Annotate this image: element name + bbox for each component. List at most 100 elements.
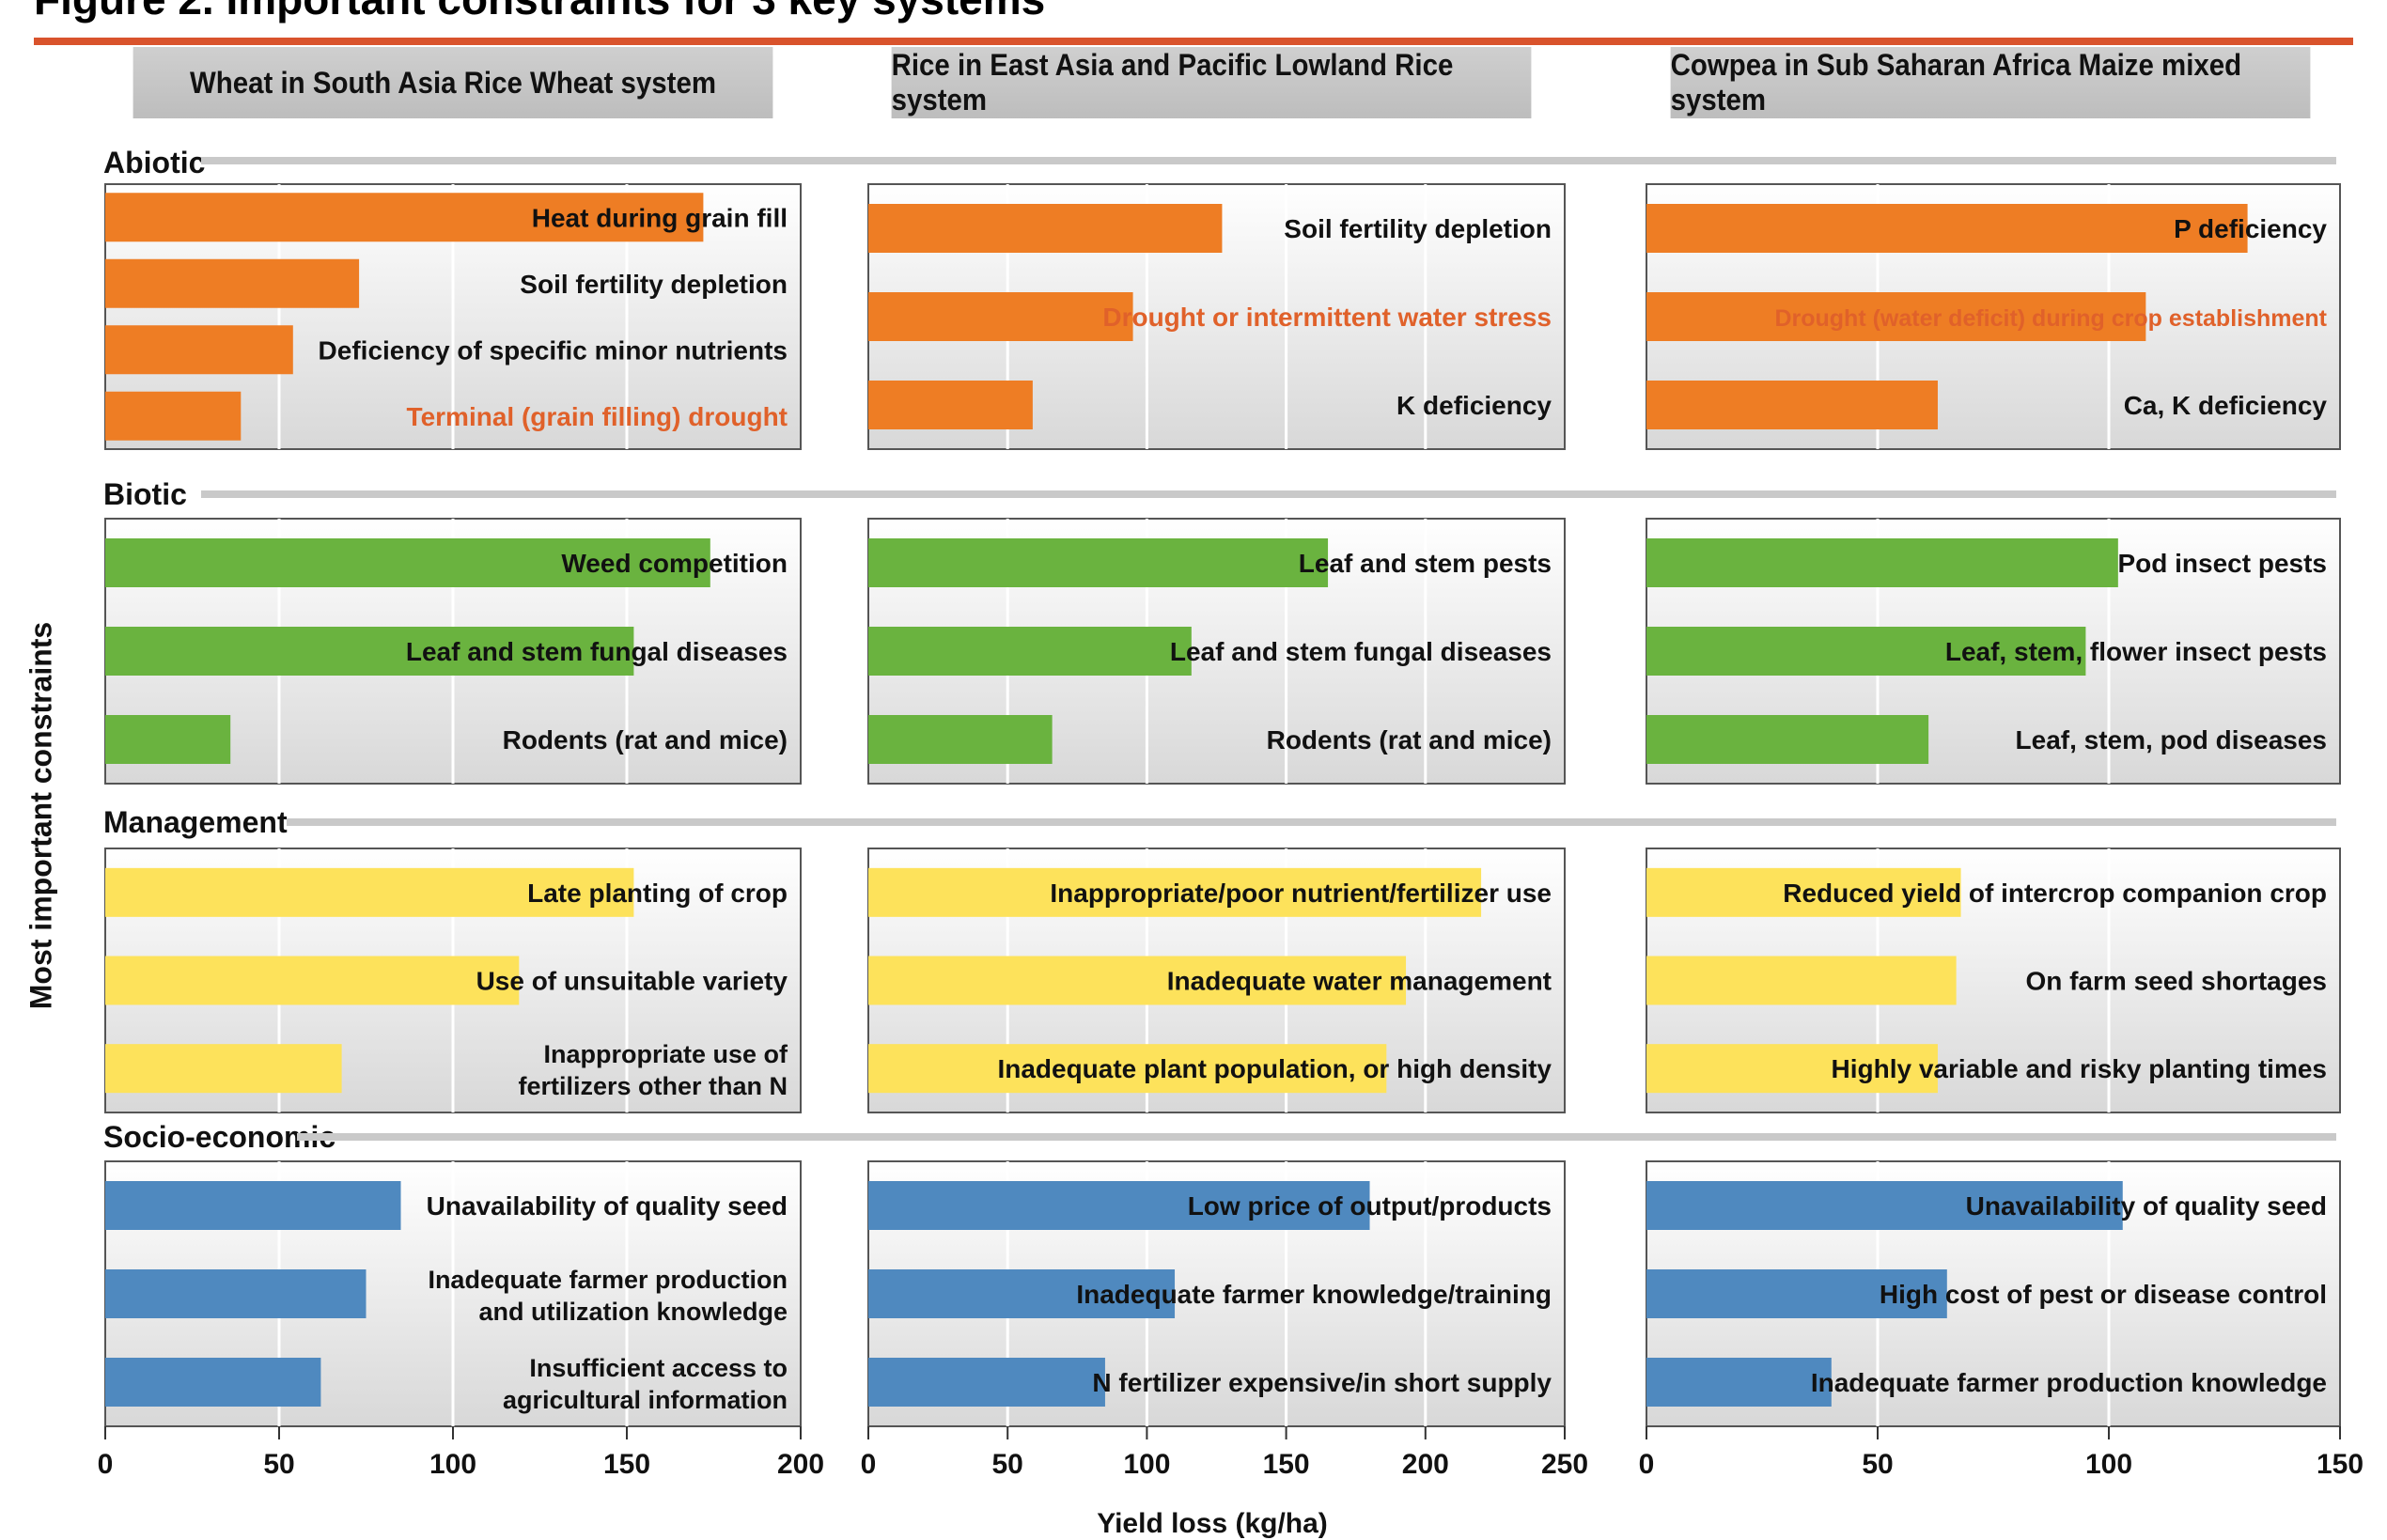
bar-label: Inadequate water management — [1167, 967, 1552, 996]
panel-frame — [104, 183, 802, 450]
bar-label: Highly variable and risky planting times — [1832, 1054, 2328, 1083]
x-tick-label: 100 — [2085, 1449, 2132, 1480]
bar-label: Deficiency of specific minor nutrients — [319, 335, 788, 365]
bar-rice-management-3 — [868, 1044, 1387, 1094]
section-rule-biotic — [201, 490, 2336, 498]
bar-wheat-socio-2 — [105, 1269, 367, 1318]
bar-cowpea-management-3 — [1646, 1044, 1938, 1094]
bar-wheat-management-2 — [105, 956, 520, 1005]
bar-wheat-socio-1 — [105, 1181, 401, 1230]
bar-cowpea-biotic-2 — [1646, 627, 2086, 676]
bar-label: Inappropriate use of — [543, 1040, 788, 1068]
x-axis-label: Yield loss (kg/ha) — [1097, 1508, 1328, 1539]
bar-wheat-management-3 — [105, 1044, 342, 1094]
bar-label: fertilizers other than N — [518, 1072, 788, 1100]
section-rule-management — [287, 818, 2336, 826]
bar-label: Leaf, stem, pod diseases — [2016, 725, 2327, 754]
bar-label: Use of unsuitable variety — [476, 967, 788, 996]
bar-label: Inappropriate/poor nutrient/fertilizer u… — [1050, 879, 1552, 908]
bar-rice-biotic-2 — [868, 627, 1192, 676]
bar-label: P deficiency — [2174, 214, 2327, 243]
bar-label: Weed competition — [561, 549, 788, 578]
bar-label: On farm seed shortages — [2025, 967, 2327, 996]
section-rule-socio-economic — [297, 1133, 2336, 1141]
bar-rice-abiotic-3 — [868, 381, 1033, 429]
bar-cowpea-biotic-1 — [1646, 538, 2118, 587]
panel-frame — [1646, 518, 2341, 785]
y-axis-label: Most important constraints — [23, 621, 58, 1010]
bar-label: K deficiency — [1396, 391, 1552, 420]
x-tick-label: 50 — [992, 1449, 1023, 1480]
panel-frame — [867, 1160, 1566, 1427]
bar-cowpea-socio-2 — [1646, 1269, 1947, 1318]
bar-cowpea-abiotic-2 — [1646, 292, 2146, 341]
x-tick-label: 150 — [603, 1449, 650, 1480]
panel-title-cowpea: Cowpea in Sub Saharan Africa Maize mixed… — [1670, 47, 2311, 118]
x-tick-label: 50 — [1862, 1449, 1893, 1480]
bar-label: Soil fertility depletion — [1284, 214, 1552, 243]
bar-cowpea-socio-3 — [1646, 1358, 1832, 1407]
panel-frame — [867, 183, 1566, 450]
bar-rice-socio-3 — [868, 1358, 1105, 1407]
panel-frame — [1646, 848, 2341, 1113]
bar-label: Reduced yield of intercrop companion cro… — [1783, 879, 2327, 908]
bar-wheat-abiotic-4 — [105, 391, 242, 441]
bar-rice-management-2 — [868, 956, 1407, 1005]
bar-wheat-management-1 — [105, 867, 634, 917]
bar-label: Leaf and stem pests — [1299, 549, 1552, 578]
figure-title: Figure 2. Important constraints for 3 ke… — [34, 0, 1045, 24]
x-tick-label: 150 — [1263, 1449, 1310, 1480]
bar-label: Heat during grain fill — [532, 203, 788, 232]
bar-label: Pod insect pests — [2117, 549, 2327, 578]
panel-frame — [867, 848, 1566, 1113]
bar-label: N fertilizer expensive/in short supply — [1092, 1368, 1552, 1397]
bar-rice-abiotic-1 — [868, 204, 1223, 253]
x-tick-label: 150 — [2317, 1449, 2364, 1480]
bar-label: Drought (water deficit) during crop esta… — [1774, 305, 2327, 332]
bar-rice-socio-2 — [868, 1269, 1176, 1318]
bar-wheat-biotic-1 — [105, 538, 710, 587]
x-tick-label: 50 — [263, 1449, 294, 1480]
bar-rice-socio-1 — [868, 1181, 1370, 1230]
x-tick-label: 250 — [1541, 1449, 1588, 1480]
bar-label: Leaf, stem, flower insect pests — [1945, 637, 2327, 666]
bar-wheat-abiotic-3 — [105, 325, 293, 375]
bar-label: Inadequate farmer knowledge/training — [1076, 1280, 1552, 1309]
bar-label: and utilization knowledge — [478, 1298, 788, 1326]
section-label-biotic: Biotic — [103, 477, 187, 511]
x-tick-label: 200 — [777, 1449, 824, 1480]
x-tick-label: 0 — [98, 1449, 114, 1480]
section-label-socio-economic: Socio-economic — [103, 1120, 336, 1154]
section-rule-abiotic — [201, 157, 2336, 164]
bar-label: agricultural information — [503, 1386, 788, 1414]
x-tick-label: 100 — [429, 1449, 476, 1480]
panel-frame — [104, 848, 802, 1113]
bar-label: Ca, K deficiency — [2124, 391, 2328, 420]
section-label-abiotic: Abiotic — [103, 146, 206, 179]
bar-label: High cost of pest or disease control — [1880, 1280, 2327, 1309]
bar-cowpea-abiotic-1 — [1646, 204, 2248, 253]
bar-wheat-biotic-2 — [105, 627, 634, 676]
bar-cowpea-management-1 — [1646, 867, 1961, 917]
bar-label: Terminal (grain filling) drought — [407, 402, 788, 431]
bar-label: Rodents (rat and mice) — [1267, 725, 1552, 754]
x-tick-label: 200 — [1402, 1449, 1449, 1480]
bar-label: Rodents (rat and mice) — [503, 725, 788, 754]
panel-frame — [867, 518, 1566, 785]
bar-rice-abiotic-2 — [868, 292, 1133, 341]
bar-label: Inadequate plant population, or high den… — [997, 1054, 1552, 1083]
x-tick-label: 100 — [1123, 1449, 1170, 1480]
bar-label: Soil fertility depletion — [520, 270, 788, 299]
bar-cowpea-management-2 — [1646, 956, 1957, 1005]
bar-cowpea-abiotic-3 — [1646, 381, 1938, 429]
bar-wheat-biotic-3 — [105, 715, 231, 764]
bar-cowpea-biotic-3 — [1646, 715, 1929, 764]
bar-label: Leaf and stem fungal diseases — [1170, 637, 1552, 666]
bar-label: Inadequate farmer production knowledge — [1811, 1368, 2327, 1397]
bar-rice-biotic-1 — [868, 538, 1329, 587]
panel-title-wheat: Wheat in South Asia Rice Wheat system — [133, 47, 773, 118]
x-tick-label: 0 — [1639, 1449, 1655, 1480]
title-rule — [34, 38, 2353, 45]
bar-label: Unavailability of quality seed — [1966, 1191, 2327, 1221]
panel-frame — [104, 1160, 802, 1427]
